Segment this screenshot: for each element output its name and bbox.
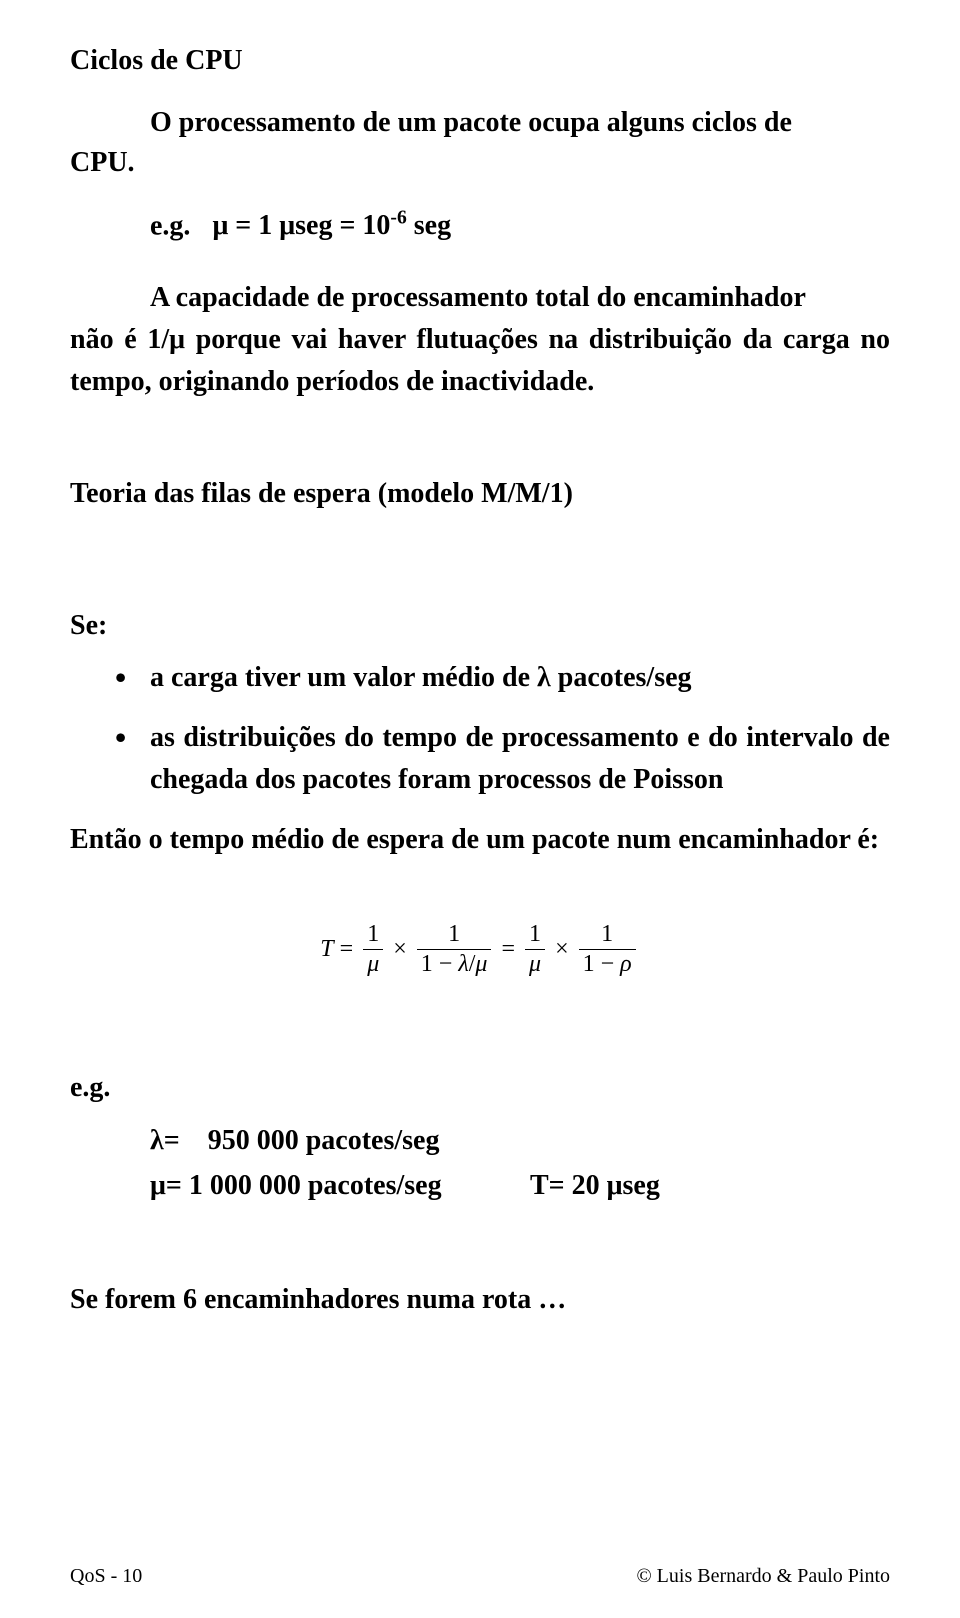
footer-left: QoS - 10 xyxy=(70,1565,142,1588)
den-lambda: 1 − λ/μ xyxy=(417,951,492,977)
formula-T: T xyxy=(320,936,333,963)
value-T: T= 20 μseg xyxy=(530,1164,660,1209)
frac-1: 1 μ xyxy=(363,921,383,977)
num-2: 1 xyxy=(444,921,464,947)
value-lambda: λ= 950 000 pacotes/seg xyxy=(150,1119,890,1164)
formula-times2: × xyxy=(555,936,569,963)
den-mu-1: μ xyxy=(363,951,383,977)
bullet-2: as distribuições do tempo de processamen… xyxy=(115,717,890,801)
eg-text-1: μ = 1 μseg = 10-6 seg xyxy=(212,210,451,241)
conditions-list: a carga tiver um valor médio de λ pacote… xyxy=(115,657,890,801)
footer-right: © Luis Bernardo & Paulo Pinto xyxy=(636,1565,890,1588)
eg-label-2: e.g. xyxy=(70,1067,890,1109)
formula-block: T = 1 μ × 1 1 − λ/μ = 1 μ × 1 1 − ρ xyxy=(70,921,890,977)
den-rho: 1 − ρ xyxy=(579,951,636,977)
den-mu-2: μ xyxy=(525,951,545,977)
formula-times1: × xyxy=(393,936,407,963)
section-title-queue: Teoria das filas de espera (modelo M/M/1… xyxy=(70,473,890,515)
entao-paragraph: Então o tempo médio de espera de um paco… xyxy=(70,819,890,861)
capacity-paragraph: A capacidade de processamento total do e… xyxy=(70,277,890,319)
value-mu: μ= 1 000 000 pacotes/seg xyxy=(150,1164,530,1209)
eg-label-1: e.g. xyxy=(150,210,190,241)
frac-4: 1 1 − ρ xyxy=(579,921,636,977)
num-1: 1 xyxy=(363,921,383,947)
capacity-rest: não é 1/μ porque vai haver flutuações na… xyxy=(70,319,890,403)
cpu-para-prefix: CPU. xyxy=(70,147,135,178)
formula-eq1: = xyxy=(340,936,354,963)
values-block: λ= 950 000 pacotes/seg μ= 1 000 000 paco… xyxy=(150,1119,890,1209)
eg-line-1: e.g. μ = 1 μseg = 10-6 seg xyxy=(150,204,890,247)
capacity-first-word: A capacidade de processamento total do e… xyxy=(150,277,806,319)
formula: T = 1 μ × 1 1 − λ/μ = 1 μ × 1 1 − ρ xyxy=(320,921,639,977)
cpu-para-main: O processamento de um pacote ocupa algun… xyxy=(150,102,890,144)
page-footer: QoS - 10 © Luis Bernardo & Paulo Pinto xyxy=(70,1565,890,1588)
cpu-paragraph: CPU. O processamento de um pacote ocupa … xyxy=(70,102,890,184)
se-label: Se: xyxy=(70,605,890,647)
num-4: 1 xyxy=(597,921,617,947)
section-title-cpu: Ciclos de CPU xyxy=(70,40,890,82)
frac-3: 1 μ xyxy=(525,921,545,977)
formula-eq2: = xyxy=(501,936,515,963)
bullet-1: a carga tiver um valor médio de λ pacote… xyxy=(115,657,890,699)
num-3: 1 xyxy=(525,921,545,947)
final-line: Se forem 6 encaminhadores numa rota … xyxy=(70,1279,890,1321)
frac-2: 1 1 − λ/μ xyxy=(417,921,492,977)
